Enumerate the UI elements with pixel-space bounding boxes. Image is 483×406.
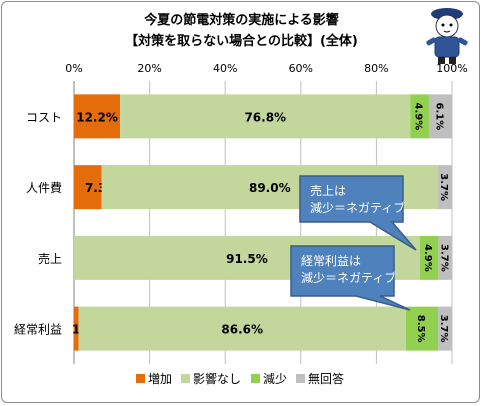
legend-label: 影響なし — [193, 371, 241, 386]
data-label: 6.1% — [433, 103, 444, 131]
y-category-label: 売上 — [38, 251, 62, 266]
bar-segment — [438, 165, 452, 210]
data-label: 89.0% — [249, 181, 291, 195]
y-category-label: 人件費 — [26, 180, 62, 195]
bar-segment — [120, 94, 411, 139]
legend-swatch — [296, 374, 305, 383]
data-label: 91.5% — [226, 252, 268, 266]
bar-segment — [74, 306, 79, 351]
legend-swatch — [136, 374, 145, 383]
data-label: 12.2% — [76, 110, 118, 124]
bar-segment — [438, 235, 453, 280]
chart-subtitle: 【対策を取らない場合との比較】(全体) — [125, 34, 358, 49]
callout-text: 減少＝ネガティブ — [310, 200, 405, 215]
bar-segment — [405, 306, 439, 351]
data-label: 3.7% — [438, 244, 449, 272]
data-label: 76.8% — [244, 110, 286, 124]
bar-segment — [74, 94, 121, 139]
callout-text: 経常利益は — [301, 254, 361, 268]
bar-segment — [74, 165, 102, 210]
x-tick-label: 100% — [436, 62, 467, 75]
x-tick-label: 60% — [289, 62, 313, 75]
bar-segment — [438, 306, 452, 351]
callout-text: 売上は — [310, 183, 346, 198]
data-label: 3.7% — [438, 315, 449, 343]
legend-label: 増加 — [148, 372, 172, 386]
chart-title: 今夏の節電対策の実施による影響 — [144, 13, 339, 28]
bar-segment — [410, 94, 429, 139]
data-label: 3.7% — [438, 173, 449, 201]
bar-segment — [428, 94, 452, 139]
x-tick-label: 80% — [364, 62, 388, 75]
legend-swatch — [251, 374, 260, 383]
y-category-label: 経常利益 — [14, 323, 62, 337]
callout-text: 減少＝ネガティブ — [301, 270, 396, 285]
bar-segment — [78, 306, 406, 351]
legend-label: 無回答 — [308, 371, 344, 386]
legend-label: 減少 — [263, 371, 287, 386]
x-tick-label: 40% — [213, 62, 237, 75]
y-category-label: コスト — [26, 110, 62, 124]
data-label: 8.5% — [415, 315, 426, 343]
callout-box — [299, 175, 417, 251]
x-tick-label: 0% — [65, 62, 82, 75]
x-tick-label: 20% — [137, 62, 161, 75]
legend-swatch — [181, 374, 190, 383]
bar-segment — [419, 235, 439, 280]
callout-box — [290, 245, 411, 311]
data-label: 86.6% — [221, 323, 263, 337]
mascot-icon — [426, 8, 468, 64]
data-label: 4.9% — [413, 103, 424, 131]
data-label: 4.9% — [422, 244, 433, 272]
